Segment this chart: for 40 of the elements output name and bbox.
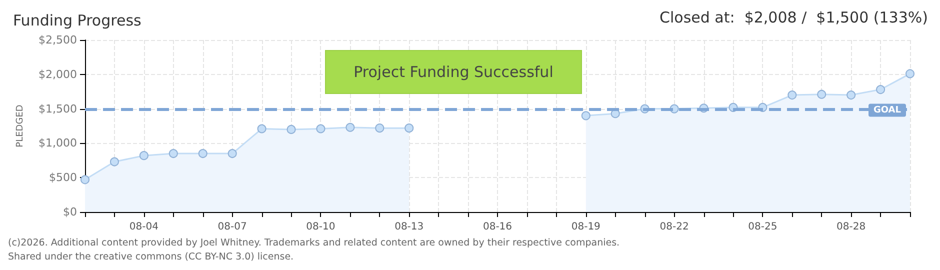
x-tick-label: 08-13 (394, 222, 424, 232)
y-tick-label: $500 (49, 171, 77, 184)
y-tick-label: $2,500 (38, 34, 77, 46)
annotation: Project Funding Successful (354, 63, 554, 81)
text: Shared under the creative commons (CC BY-NC 3.0) license. (8, 252, 294, 262)
point (375, 124, 384, 133)
point (228, 149, 237, 158)
x-tick-label: 08-04 (129, 222, 158, 232)
point (346, 122, 355, 132)
point (110, 157, 119, 166)
x-tick-label: 08-25 (748, 222, 778, 232)
y-tick-label: $0 (63, 206, 77, 218)
y-tick-label: $1,500 (38, 102, 77, 116)
point (581, 111, 590, 120)
point (846, 90, 856, 100)
chart-title: Funding Progress (13, 12, 142, 30)
x-tick-label: 08-22 (660, 222, 689, 232)
x-tick-label: 08-07 (218, 222, 247, 232)
x-tick-label: 08-28 (836, 222, 866, 232)
point (168, 149, 178, 158)
text: (c)2026. Additional content provided by Joel Whitney. Trademarks and related content are owned by their respective companies. (8, 238, 620, 248)
text: Closed at: $2,008 / $1,500 (133%) (660, 8, 928, 26)
point (817, 90, 826, 99)
point (286, 124, 296, 134)
y-tick-label: $2,000 (38, 68, 77, 81)
point (198, 149, 208, 158)
y-axis-title: PLEDGED (16, 104, 26, 148)
x-tick-label: 08-19 (571, 222, 600, 232)
x-tick-label: 08-16 (482, 222, 512, 232)
point (788, 90, 797, 100)
x-tick-label: 08-10 (306, 222, 336, 232)
point (876, 85, 886, 94)
point (316, 124, 326, 134)
point (80, 175, 90, 184)
point (404, 124, 414, 133)
y-tick-label: $1,000 (38, 136, 77, 150)
point (139, 151, 148, 160)
point (257, 124, 266, 134)
ref-line-label: GOAL (874, 105, 902, 116)
point (906, 69, 914, 78)
